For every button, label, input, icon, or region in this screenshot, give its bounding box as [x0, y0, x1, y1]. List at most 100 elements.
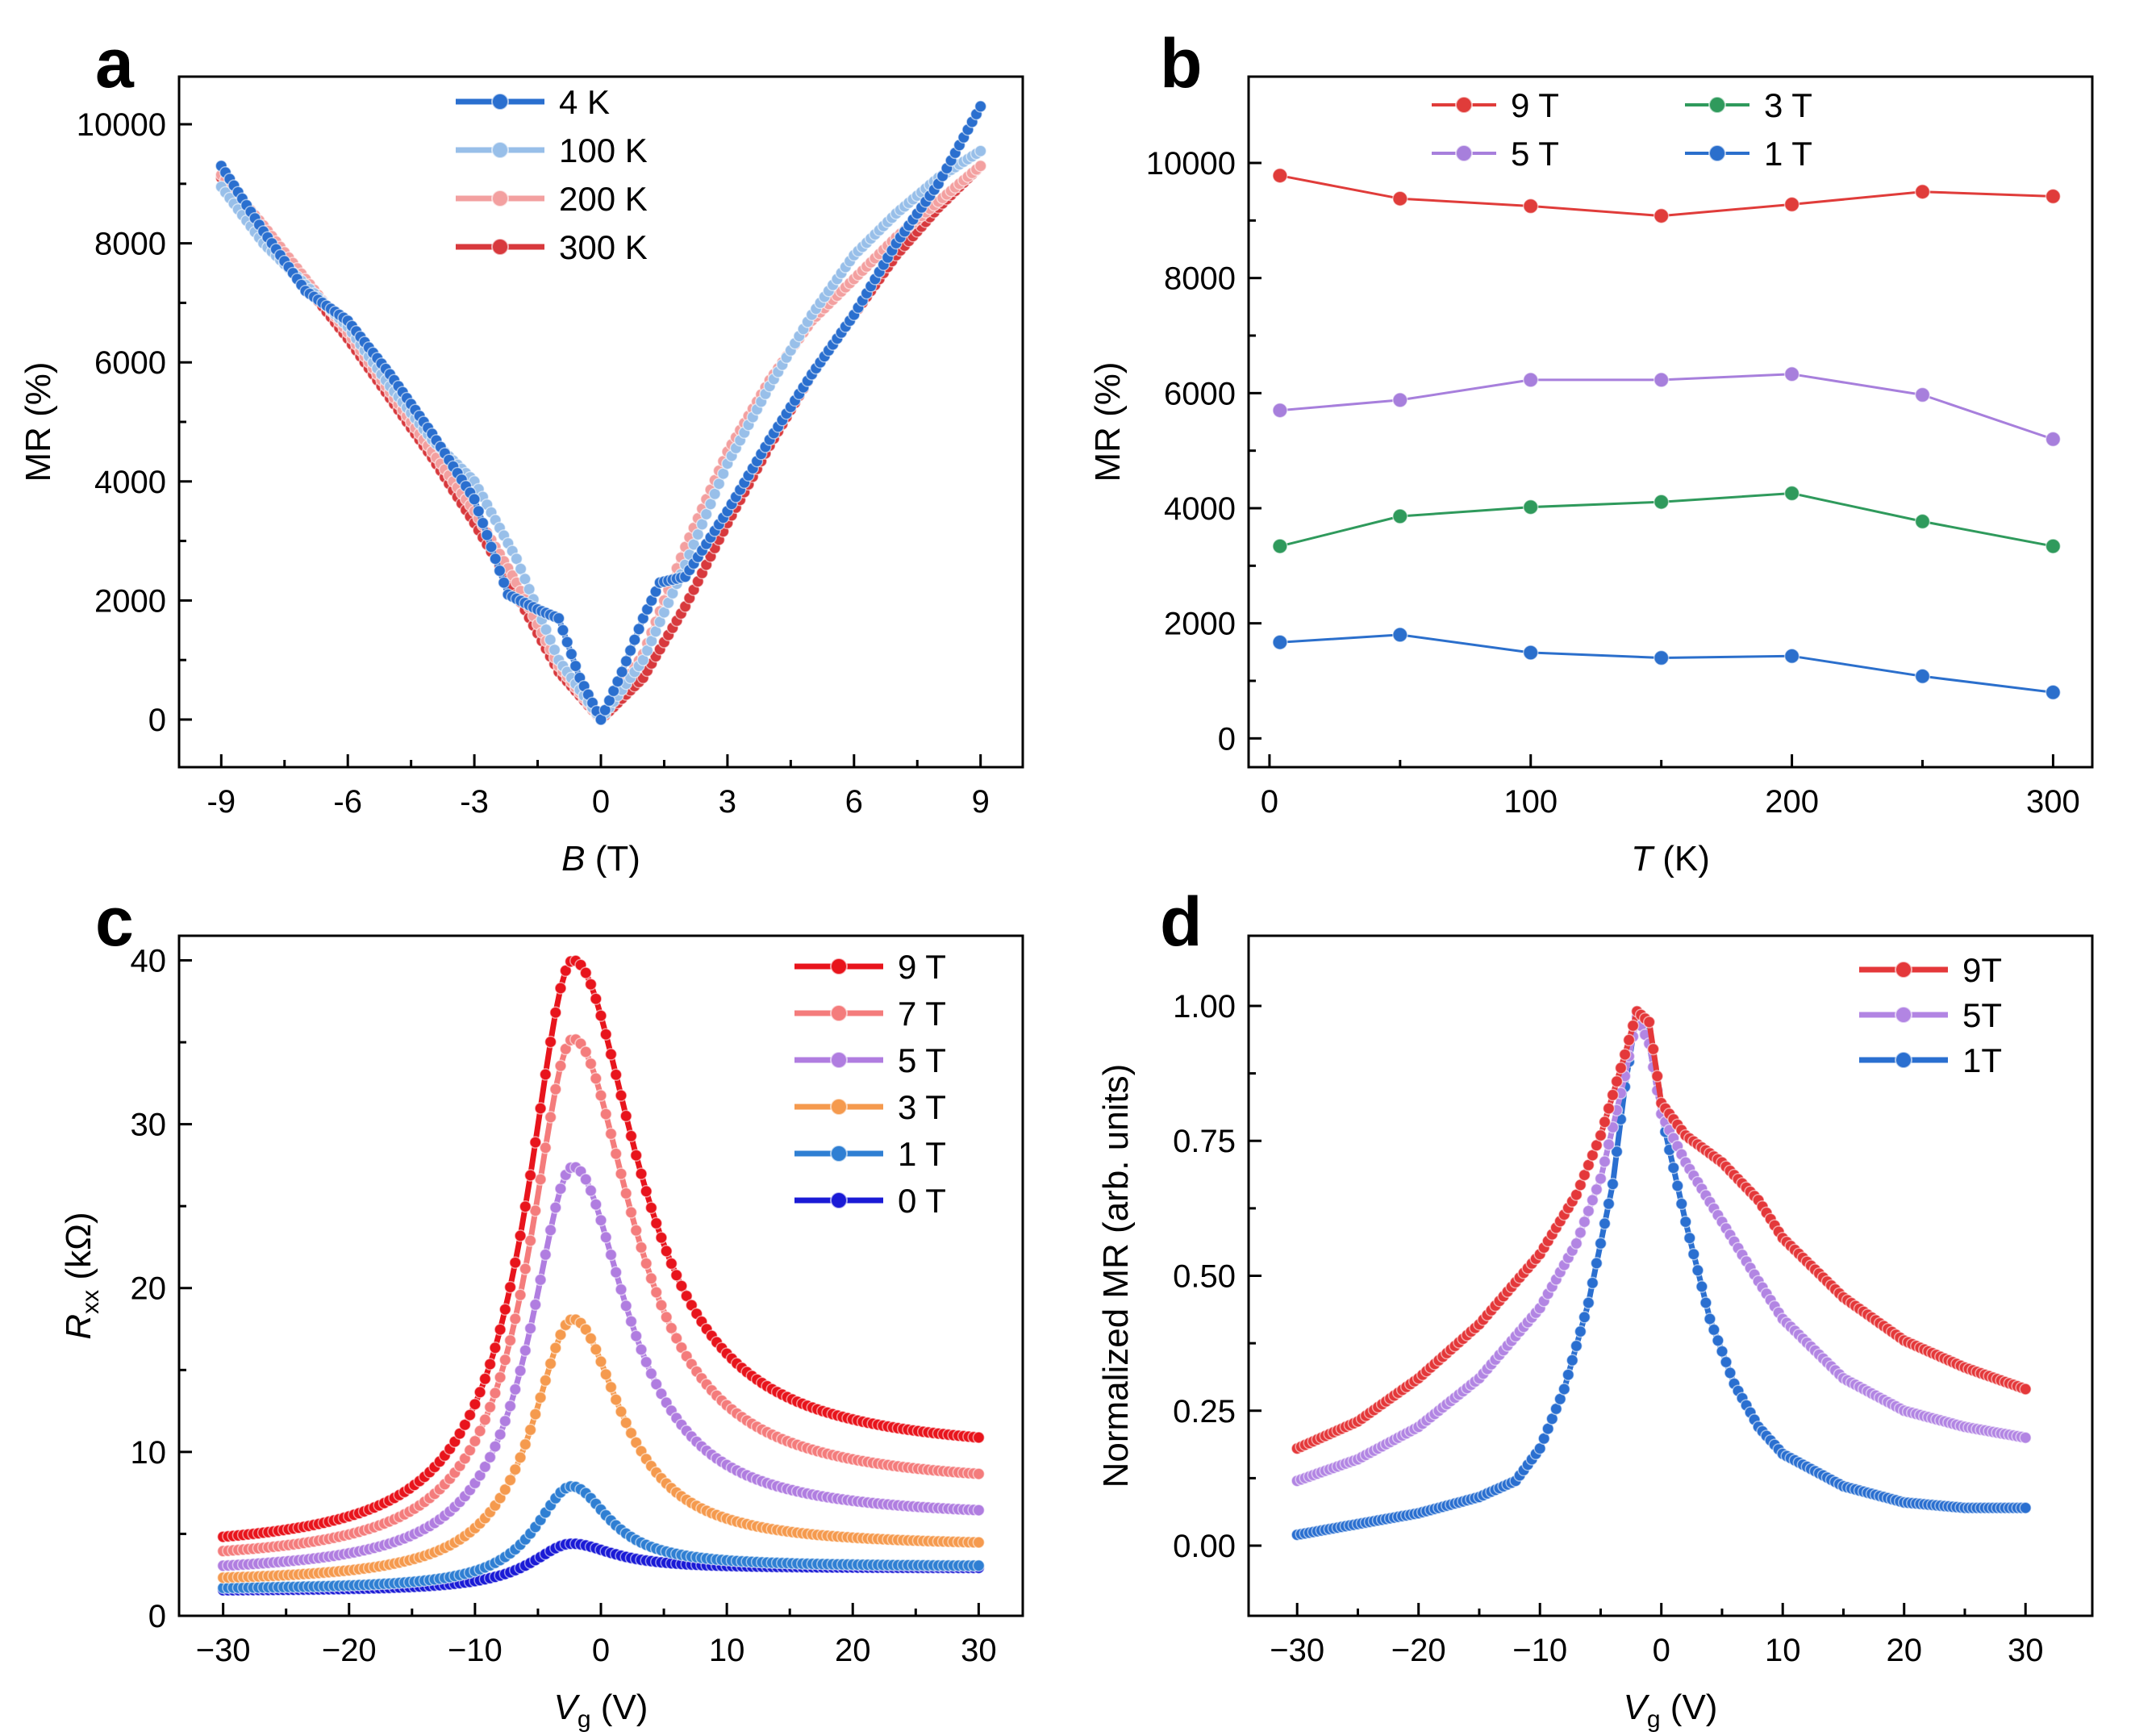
legend-item: 5 T	[794, 1041, 946, 1079]
data-point	[624, 1206, 638, 1219]
y-tick-label: 8000	[1164, 261, 1236, 297]
data-point	[519, 1200, 532, 1213]
y-tick-label: 40	[131, 943, 167, 979]
data-point	[1783, 648, 1800, 665]
y-tick-label: 4000	[1164, 491, 1236, 527]
data-point	[489, 1440, 502, 1453]
data-point	[584, 978, 598, 991]
legend-marker	[830, 958, 848, 975]
data-point	[594, 1213, 607, 1227]
y-axis-label: Normalized MR (arb. units)	[1096, 1064, 1136, 1488]
data-point	[544, 1357, 557, 1371]
data-point	[1618, 1048, 1632, 1061]
data-point	[1783, 485, 1800, 502]
data-point	[554, 1059, 567, 1073]
data-point	[489, 552, 502, 565]
data-point	[1578, 1215, 1591, 1229]
series-5t	[1291, 1010, 2032, 1488]
data-point	[1708, 1323, 1720, 1337]
data-point	[494, 1428, 507, 1441]
data-point	[539, 1141, 553, 1154]
panel-letter-a: a	[95, 25, 135, 102]
x-tick-label: 200	[1765, 784, 1819, 820]
data-point	[615, 1405, 628, 1418]
legend-label: 9T	[1962, 951, 2002, 989]
data-point	[1653, 494, 1670, 510]
data-point	[497, 576, 511, 589]
data-point	[509, 1383, 522, 1396]
series-3t	[1272, 485, 2062, 554]
plot-area	[216, 954, 986, 1597]
data-point	[609, 1068, 623, 1082]
legend-marker	[1708, 144, 1726, 162]
data-point	[1272, 538, 1288, 554]
data-point	[2019, 1383, 2032, 1396]
x-tick-label: 3	[719, 784, 736, 820]
data-point	[523, 1423, 537, 1437]
data-point	[590, 1072, 603, 1085]
y-tick-label: 0.25	[1173, 1394, 1236, 1429]
data-point	[1646, 1042, 1660, 1056]
data-point	[623, 644, 637, 657]
y-tick-label: 0	[148, 1599, 166, 1634]
data-point	[1594, 1237, 1608, 1250]
data-point	[1574, 1226, 1587, 1239]
series-1t	[216, 1479, 986, 1595]
legend-label: 1T	[1962, 1041, 2002, 1079]
data-point	[549, 1006, 562, 1019]
data-point	[483, 1400, 497, 1414]
data-point	[523, 1169, 537, 1182]
data-point	[503, 1280, 517, 1294]
series-9t	[216, 954, 986, 1543]
data-point	[594, 1009, 607, 1022]
data-point	[519, 1344, 532, 1357]
data-point	[514, 1364, 527, 1378]
y-tick-label: 20	[131, 1271, 167, 1307]
data-point	[1614, 1062, 1628, 1075]
data-point	[579, 966, 593, 979]
data-point	[1598, 1116, 1612, 1129]
y-tick-label: 6000	[94, 345, 166, 381]
data-point	[2045, 431, 2062, 448]
data-point	[498, 1483, 512, 1496]
data-point	[1522, 372, 1539, 388]
data-point	[644, 1367, 658, 1380]
legend-item: 4 K	[456, 83, 610, 121]
data-point	[534, 1273, 547, 1287]
data-point	[1558, 1383, 1571, 1396]
y-axis-label-text: Normalized MR (arb. units)	[1096, 1064, 1136, 1488]
data-point	[489, 1342, 502, 1354]
data-point	[534, 1102, 547, 1115]
x-axis-label-unit: (K)	[1653, 839, 1710, 878]
x-tick-label: 10	[709, 1633, 745, 1668]
legend-item: 5T	[1859, 996, 2002, 1034]
data-point	[514, 1229, 527, 1242]
y-tick-label: 10000	[77, 107, 166, 143]
data-point	[509, 1256, 522, 1269]
data-point	[615, 1167, 628, 1180]
data-point	[552, 611, 565, 625]
legend-item: 3 T	[1685, 86, 1812, 124]
data-point	[2045, 538, 2062, 554]
data-point	[1522, 645, 1539, 661]
legend: 9T 5T 1T	[1859, 951, 2002, 1079]
x-axis-label: B (T)	[561, 839, 640, 878]
data-point	[615, 666, 628, 678]
data-point	[1642, 1016, 1656, 1029]
data-point	[2019, 1431, 2032, 1444]
data-point	[489, 1387, 502, 1400]
data-point	[1574, 1325, 1587, 1338]
x-tick-label: 100	[1503, 784, 1558, 820]
data-point	[529, 1136, 542, 1149]
panel-letter-c: c	[95, 883, 134, 961]
data-point	[1594, 1129, 1608, 1142]
legend-item: 1 T	[794, 1135, 946, 1173]
y-tick-label: 2000	[1164, 607, 1236, 642]
data-point	[1392, 627, 1408, 643]
y-tick-label: 0.50	[1173, 1259, 1236, 1295]
data-point	[514, 1451, 527, 1464]
data-point	[615, 1089, 628, 1102]
data-point	[469, 1397, 482, 1411]
data-point	[1691, 1264, 1704, 1277]
x-tick-label: 0	[1653, 1633, 1670, 1668]
